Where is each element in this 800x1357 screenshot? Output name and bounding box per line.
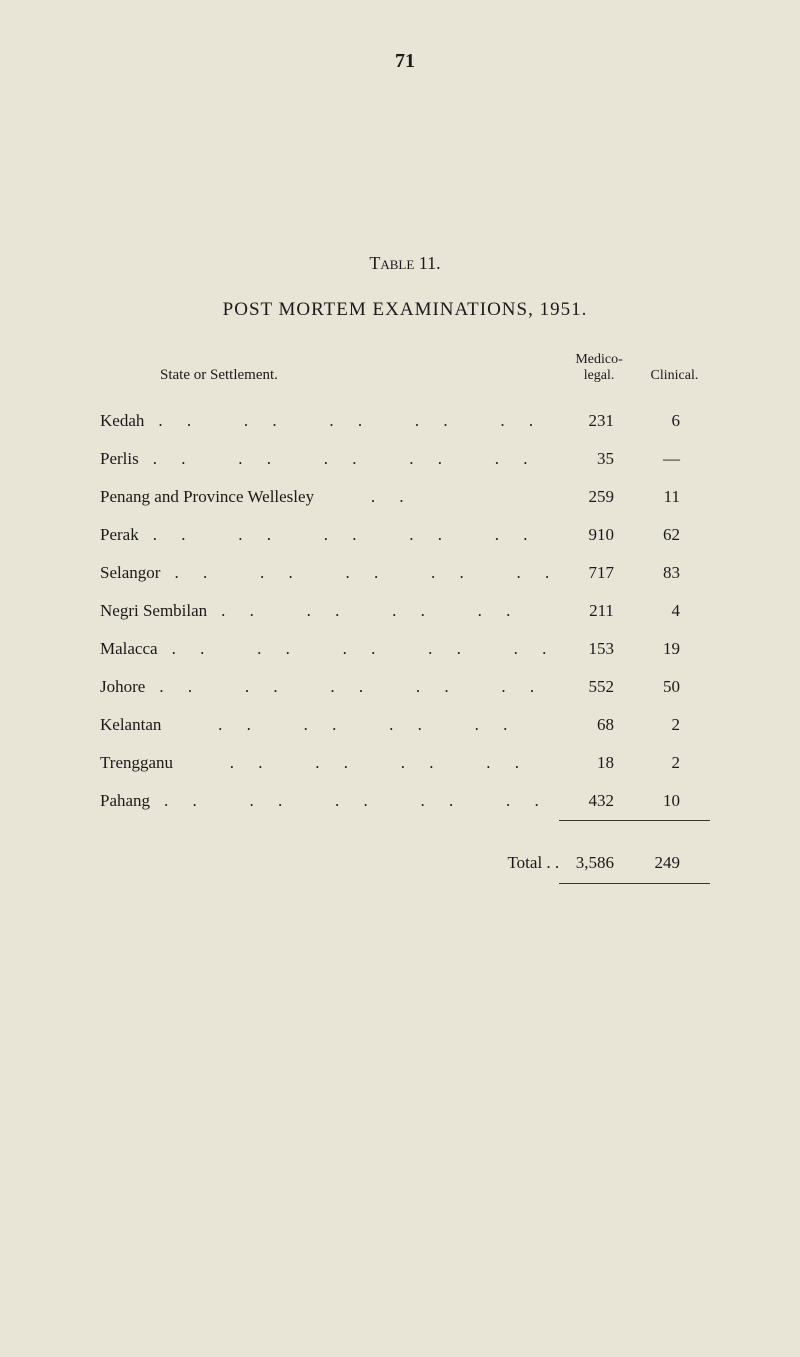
state-cell: Malacca. . . . . . . . . . bbox=[100, 630, 559, 668]
state-cell: Penang and Province Wellesley . . bbox=[100, 478, 559, 516]
clinical-value: 6 bbox=[639, 402, 710, 440]
state-name: Penang and Province Wellesley bbox=[100, 487, 322, 506]
table-row: Trengganu . . . . . . . .182 bbox=[100, 744, 710, 782]
leader-dots: . . . . . . . . . . bbox=[158, 791, 549, 810]
medico-value: 231 bbox=[559, 402, 639, 440]
page-number: 71 bbox=[100, 50, 710, 73]
state-cell: Selangor. . . . . . . . . . bbox=[100, 554, 559, 592]
total-label: Total . . bbox=[100, 841, 559, 884]
rule bbox=[559, 821, 639, 842]
table-row: Penang and Province Wellesley . .25911 bbox=[100, 478, 710, 516]
clinical-value: 62 bbox=[639, 516, 710, 554]
table-row: Kedah. . . . . . . . . .2316 bbox=[100, 402, 710, 440]
rule bbox=[559, 884, 639, 905]
table-row: Selangor. . . . . . . . . .71783 bbox=[100, 554, 710, 592]
column-header-medico: Medico-legal. bbox=[559, 351, 639, 402]
leader-dots: . . . . . . . . . . bbox=[147, 449, 538, 468]
clinical-value: 4 bbox=[639, 592, 710, 630]
clinical-value: 10 bbox=[639, 782, 710, 821]
clinical-value: 83 bbox=[639, 554, 710, 592]
table-row: Malacca. . . . . . . . . .15319 bbox=[100, 630, 710, 668]
leader-dots: . . . . . . . . bbox=[215, 601, 520, 620]
medico-value: 211 bbox=[559, 592, 639, 630]
table-title: POST MORTEM EXAMINATIONS, 1951. bbox=[100, 299, 710, 321]
rule-row bbox=[100, 821, 710, 842]
document-page: 71 Table 11. POST MORTEM EXAMINATIONS, 1… bbox=[0, 0, 800, 944]
state-name: Johore bbox=[100, 677, 153, 696]
leader-dots: . . bbox=[322, 487, 414, 506]
total-medico: 3,586 bbox=[559, 841, 639, 884]
medico-value: 910 bbox=[559, 516, 639, 554]
rule bbox=[639, 884, 710, 905]
state-cell: Pahang. . . . . . . . . . bbox=[100, 782, 559, 821]
clinical-value: 50 bbox=[639, 668, 710, 706]
table-row: Perlis. . . . . . . . . .35— bbox=[100, 440, 710, 478]
table-row: Johore. . . . . . . . . .55250 bbox=[100, 668, 710, 706]
leader-dots: . . . . . . . . bbox=[169, 715, 517, 734]
column-header-state: State or Settlement. bbox=[100, 351, 559, 402]
state-cell: Johore. . . . . . . . . . bbox=[100, 668, 559, 706]
state-name: Trengganu bbox=[100, 753, 181, 772]
rule bbox=[639, 821, 710, 842]
clinical-value: 2 bbox=[639, 744, 710, 782]
medico-value: 432 bbox=[559, 782, 639, 821]
leader-dots: . . . . . . . . . . bbox=[153, 677, 544, 696]
leader-dots: . . . . . . . . . . bbox=[147, 525, 538, 544]
table-label: Table 11. bbox=[100, 253, 710, 274]
table-row: Kelantan . . . . . . . .682 bbox=[100, 706, 710, 744]
medico-value: 552 bbox=[559, 668, 639, 706]
state-cell: Kedah. . . . . . . . . . bbox=[100, 402, 559, 440]
state-cell: Perak. . . . . . . . . . bbox=[100, 516, 559, 554]
table-row: Negri Sembilan. . . . . . . .2114 bbox=[100, 592, 710, 630]
state-name: Malacca bbox=[100, 639, 166, 658]
leader-dots: . . . . . . . . . . bbox=[152, 411, 543, 430]
state-name: Selangor bbox=[100, 563, 168, 582]
clinical-value: 11 bbox=[639, 478, 710, 516]
post-mortem-table: State or Settlement. Medico-legal. Clini… bbox=[100, 351, 710, 904]
leader-dots: . . . . . . . . . . bbox=[168, 563, 559, 582]
leader-dots: . . . . . . . . bbox=[181, 753, 529, 772]
medico-value: 153 bbox=[559, 630, 639, 668]
medico-value: 259 bbox=[559, 478, 639, 516]
total-row: Total . .3,586249 bbox=[100, 841, 710, 884]
state-cell: Kelantan . . . . . . . . bbox=[100, 706, 559, 744]
state-cell: Negri Sembilan. . . . . . . . bbox=[100, 592, 559, 630]
leader-dots: . . . . . . . . . . bbox=[166, 639, 557, 658]
state-name: Negri Sembilan bbox=[100, 601, 215, 620]
clinical-value: — bbox=[639, 440, 710, 478]
clinical-value: 19 bbox=[639, 630, 710, 668]
state-name: Perlis bbox=[100, 449, 147, 468]
medico-value: 18 bbox=[559, 744, 639, 782]
medico-value: 717 bbox=[559, 554, 639, 592]
table-header-row: State or Settlement. Medico-legal. Clini… bbox=[100, 351, 710, 402]
medico-value: 35 bbox=[559, 440, 639, 478]
table-row: Pahang. . . . . . . . . .43210 bbox=[100, 782, 710, 821]
rule-row bbox=[100, 884, 710, 905]
state-name: Kelantan bbox=[100, 715, 169, 734]
state-cell: Perlis. . . . . . . . . . bbox=[100, 440, 559, 478]
column-header-clinical: Clinical. bbox=[639, 351, 710, 402]
medico-value: 68 bbox=[559, 706, 639, 744]
state-name: Kedah bbox=[100, 411, 152, 430]
state-name: Pahang bbox=[100, 791, 158, 810]
state-name: Perak bbox=[100, 525, 147, 544]
clinical-value: 2 bbox=[639, 706, 710, 744]
total-clinical: 249 bbox=[639, 841, 710, 884]
state-cell: Trengganu . . . . . . . . bbox=[100, 744, 559, 782]
table-row: Perak. . . . . . . . . .91062 bbox=[100, 516, 710, 554]
